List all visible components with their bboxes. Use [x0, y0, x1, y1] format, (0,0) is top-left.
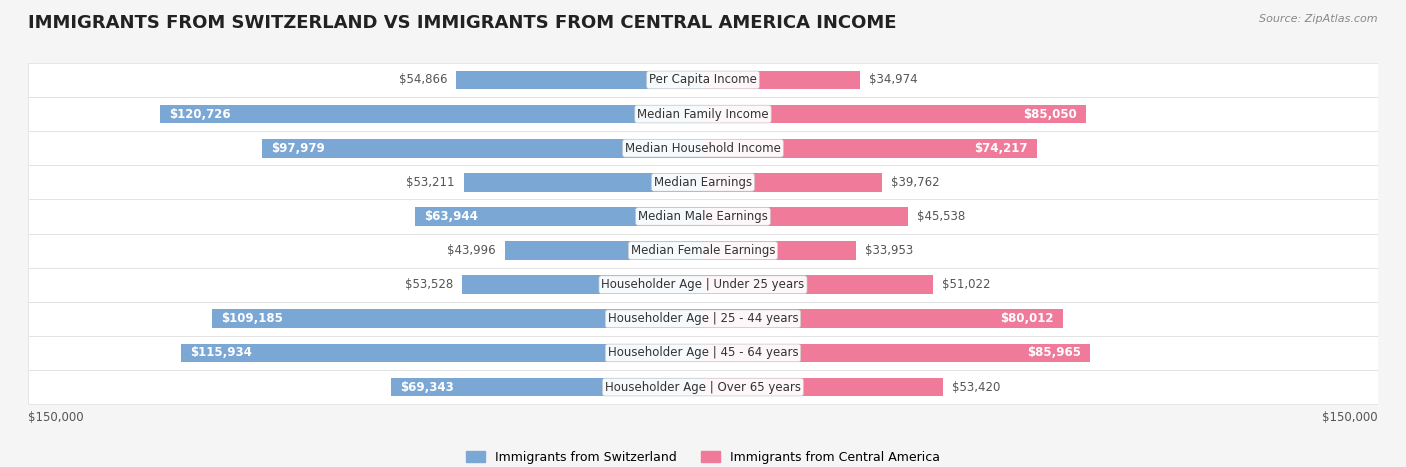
Text: $53,528: $53,528	[405, 278, 453, 291]
Bar	[703, 378, 943, 396]
Text: $43,996: $43,996	[447, 244, 496, 257]
Bar	[160, 105, 703, 123]
Bar	[703, 344, 1090, 362]
Bar	[464, 173, 703, 191]
Text: $115,934: $115,934	[190, 347, 252, 360]
Text: Householder Age | 25 - 44 years: Householder Age | 25 - 44 years	[607, 312, 799, 325]
FancyBboxPatch shape	[28, 336, 1378, 370]
Bar	[703, 207, 908, 226]
Legend: Immigrants from Switzerland, Immigrants from Central America: Immigrants from Switzerland, Immigrants …	[461, 446, 945, 467]
Text: $80,012: $80,012	[1001, 312, 1054, 325]
Bar	[703, 105, 1085, 123]
FancyBboxPatch shape	[28, 97, 1378, 131]
Text: $53,211: $53,211	[406, 176, 454, 189]
FancyBboxPatch shape	[28, 63, 1378, 97]
FancyBboxPatch shape	[28, 199, 1378, 234]
Text: Source: ZipAtlas.com: Source: ZipAtlas.com	[1260, 14, 1378, 24]
Text: Median Family Income: Median Family Income	[637, 107, 769, 120]
Bar	[181, 344, 703, 362]
Text: $33,953: $33,953	[865, 244, 912, 257]
Text: Median Earnings: Median Earnings	[654, 176, 752, 189]
Bar	[703, 241, 856, 260]
Bar	[262, 139, 703, 157]
FancyBboxPatch shape	[28, 268, 1378, 302]
Text: $74,217: $74,217	[974, 142, 1028, 155]
Text: $150,000: $150,000	[1322, 411, 1378, 424]
Text: $34,974: $34,974	[869, 73, 918, 86]
Bar	[463, 276, 703, 294]
Text: Householder Age | Over 65 years: Householder Age | Over 65 years	[605, 381, 801, 394]
Bar	[212, 310, 703, 328]
Text: Householder Age | Under 25 years: Householder Age | Under 25 years	[602, 278, 804, 291]
Text: Median Female Earnings: Median Female Earnings	[631, 244, 775, 257]
Text: $69,343: $69,343	[401, 381, 454, 394]
Text: $63,944: $63,944	[425, 210, 478, 223]
Text: $120,726: $120,726	[169, 107, 231, 120]
Text: $53,420: $53,420	[952, 381, 1001, 394]
Text: $85,965: $85,965	[1026, 347, 1081, 360]
FancyBboxPatch shape	[28, 131, 1378, 165]
Bar	[703, 139, 1036, 157]
FancyBboxPatch shape	[28, 165, 1378, 199]
Bar	[456, 71, 703, 89]
Text: Median Household Income: Median Household Income	[626, 142, 780, 155]
Text: Per Capita Income: Per Capita Income	[650, 73, 756, 86]
Bar	[703, 310, 1063, 328]
Text: $109,185: $109,185	[221, 312, 283, 325]
FancyBboxPatch shape	[28, 370, 1378, 404]
Text: Householder Age | 45 - 64 years: Householder Age | 45 - 64 years	[607, 347, 799, 360]
Text: Median Male Earnings: Median Male Earnings	[638, 210, 768, 223]
Bar	[505, 241, 703, 260]
Bar	[703, 173, 882, 191]
Bar	[703, 71, 860, 89]
FancyBboxPatch shape	[28, 234, 1378, 268]
Text: $150,000: $150,000	[28, 411, 84, 424]
FancyBboxPatch shape	[28, 302, 1378, 336]
Text: $45,538: $45,538	[917, 210, 965, 223]
Text: IMMIGRANTS FROM SWITZERLAND VS IMMIGRANTS FROM CENTRAL AMERICA INCOME: IMMIGRANTS FROM SWITZERLAND VS IMMIGRANT…	[28, 14, 897, 32]
Bar	[391, 378, 703, 396]
Text: $97,979: $97,979	[271, 142, 325, 155]
Text: $85,050: $85,050	[1024, 107, 1077, 120]
Bar	[703, 276, 932, 294]
Text: $54,866: $54,866	[399, 73, 447, 86]
Text: $51,022: $51,022	[942, 278, 990, 291]
Bar	[415, 207, 703, 226]
Text: $39,762: $39,762	[891, 176, 939, 189]
